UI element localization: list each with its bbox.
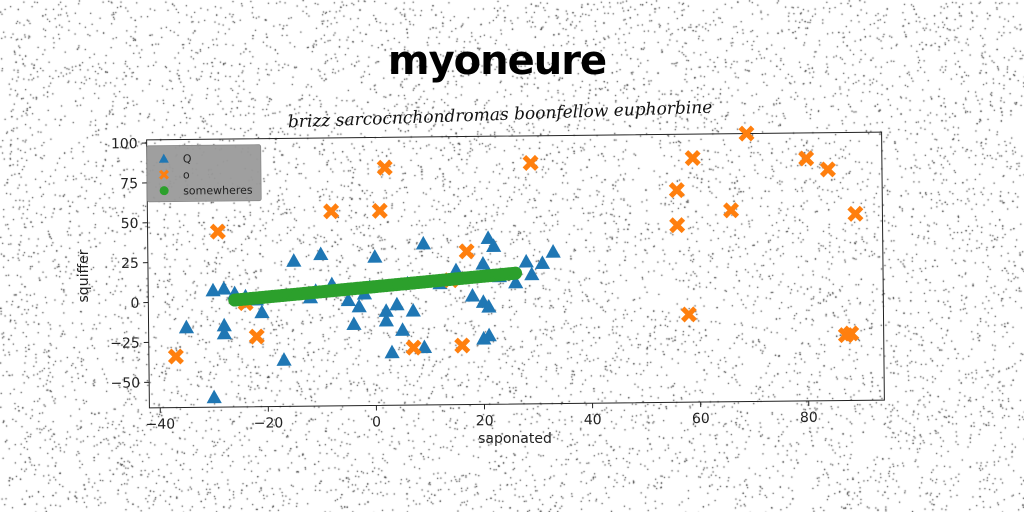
legend-label-1: o [183,168,190,181]
y-axis-label: squiffer [76,249,92,302]
point-q-7 [254,304,270,319]
point-o-1 [209,223,226,240]
x-axis-label: saponated [478,431,552,447]
point-o-14 [680,306,697,323]
point-o-19 [819,161,836,178]
point-q-30 [464,287,481,302]
point-q-24 [395,322,411,336]
legend-label-2: somewheres [183,184,253,198]
point-o-4 [323,203,340,220]
point-somewheres-89 [509,266,523,280]
point-q-39 [518,253,534,268]
point-q-36 [486,238,502,252]
point-q-16 [351,298,367,313]
point-o-5 [371,202,388,219]
point-o-12 [668,182,685,199]
legend-box [146,144,262,203]
y-tick-label-2: 0 [130,296,139,312]
point-q-27 [415,235,432,250]
x-tick-label-1: −20 [254,415,284,431]
x-tick-label-4: 40 [584,412,602,428]
point-o-22 [847,205,864,222]
legend-marker-q [158,153,169,163]
legend-label-0: Q [183,152,192,165]
legend-marker-somewheres [159,186,169,196]
point-q-19 [367,249,383,263]
point-q-38 [508,274,524,289]
point-q-0 [205,282,221,297]
point-q-3 [216,325,232,340]
point-q-8 [276,352,292,366]
point-q-26 [405,302,421,317]
x-tick-label-3: 20 [476,413,494,429]
x-tick-label-5: 60 [692,411,710,427]
point-o-10 [458,243,475,260]
point-o-13 [669,217,686,234]
x-tick-label-2: 0 [372,414,381,430]
x-tick-label-0: −40 [146,417,176,433]
point-o-18 [798,150,815,167]
y-tick-label-6: 100 [111,136,138,152]
point-q-46 [476,330,492,345]
point-o-17 [738,125,755,142]
point-o-6 [376,159,393,176]
point-q-14 [340,292,356,307]
point-o-7 [405,339,422,356]
y-tick-label-1: −25 [110,336,140,352]
point-q-44 [206,389,222,404]
x-tick-label-6: 80 [800,410,818,426]
y-tick-label-0: −50 [111,375,141,391]
point-q-34 [481,298,497,313]
point-o-3 [248,328,265,345]
point-q-15 [346,316,362,331]
point-q-43 [178,319,195,334]
chart-title: myoneure [388,38,606,84]
chart-marks [167,125,864,404]
point-o-21 [843,325,860,342]
chart-subtitle: brizz sarcocnchondromas boonfellow eupho… [288,98,713,133]
point-q-35 [480,230,496,245]
point-o-0 [167,348,184,365]
point-q-22 [384,344,400,359]
point-o-11 [522,154,539,171]
point-q-45 [416,339,433,354]
axis-ticks: −40 −20 0 20 40 60 80 −50 −25 0 25 50 75 100 [110,136,818,433]
point-o-9 [454,337,471,354]
point-o-16 [723,202,740,219]
point-q-21 [378,312,394,327]
point-q-32 [475,255,491,270]
y-tick-label-3: 25 [121,256,139,272]
y-tick-label-5: 75 [120,176,138,192]
point-q-12 [313,246,329,261]
point-q-41 [534,255,551,270]
legend: Qo somewheres [146,144,262,203]
point-q-2 [216,317,232,332]
point-q-20 [378,303,394,317]
point-o-15 [684,150,701,167]
point-q-1 [216,281,232,295]
plot-frame [146,131,885,409]
point-q-42 [545,244,561,258]
y-tick-label-4: 50 [121,216,139,232]
point-q-40 [524,266,540,281]
legend-marker-o [158,169,170,180]
point-q-9 [286,253,302,267]
point-q-23 [389,296,405,311]
